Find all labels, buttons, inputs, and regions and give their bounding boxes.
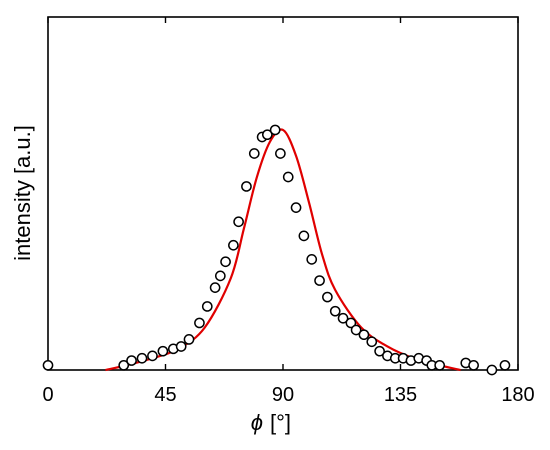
data-point (367, 337, 376, 346)
data-point (250, 149, 259, 158)
data-point (195, 318, 204, 327)
data-point (315, 276, 324, 285)
x-tick-label: 135 (384, 384, 417, 406)
data-point (307, 255, 316, 264)
x-tick-label: 0 (42, 384, 53, 406)
x-axis-unit: [°] (270, 410, 291, 435)
data-point (216, 271, 225, 280)
data-point (229, 241, 238, 250)
data-point (299, 231, 308, 240)
data-point (127, 356, 136, 365)
data-point (211, 283, 220, 292)
data-points-layer (43, 125, 509, 374)
data-point (500, 361, 509, 370)
data-point (435, 361, 444, 370)
data-point (359, 330, 368, 339)
data-point (148, 351, 157, 360)
data-point (137, 354, 146, 363)
data-point (487, 365, 496, 374)
data-point (284, 172, 293, 181)
data-point (469, 361, 478, 370)
fit-curve-layer (105, 129, 460, 370)
data-point (276, 149, 285, 158)
x-tick-label: 180 (501, 384, 534, 406)
data-point (177, 342, 186, 351)
data-point (203, 302, 212, 311)
data-point (323, 292, 332, 301)
data-point (158, 347, 167, 356)
x-tick-label: 45 (154, 384, 176, 406)
data-point (184, 335, 193, 344)
data-point (221, 257, 230, 266)
y-axis-label: intensity [a.u.] (10, 125, 35, 261)
x-axis-symbol: ϕ (251, 410, 263, 435)
data-point (331, 307, 340, 316)
data-point (291, 203, 300, 212)
data-point (43, 361, 52, 370)
data-point (242, 182, 251, 191)
fit-curve (105, 129, 460, 370)
x-axis-label: ϕ [°] (251, 410, 291, 435)
x-ticks: 0 45 90 135 180 (42, 17, 534, 406)
data-point (271, 125, 280, 134)
plot-frame (48, 17, 518, 370)
data-point (234, 217, 243, 226)
x-tick-label: 90 (272, 384, 294, 406)
